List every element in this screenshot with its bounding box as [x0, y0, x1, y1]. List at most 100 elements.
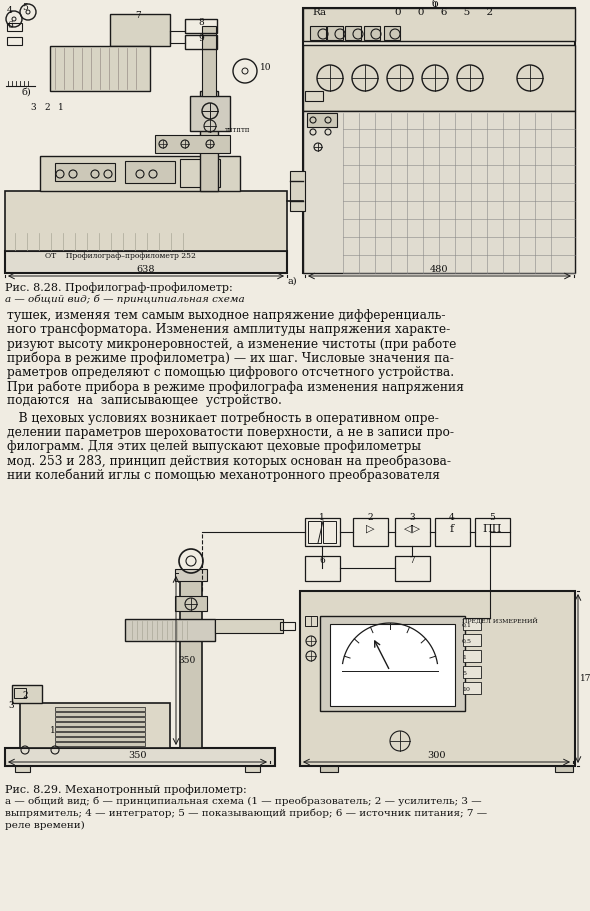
- Bar: [323, 521, 336, 543]
- Bar: [303, 111, 575, 273]
- Bar: [190, 96, 230, 131]
- Text: 1: 1: [50, 726, 55, 735]
- Text: В цеховых условиях возникает потребность в оперативном опре-: В цеховых условиях возникает потребность…: [7, 412, 439, 425]
- Text: 5: 5: [462, 671, 466, 676]
- Bar: [353, 518, 388, 546]
- Text: тптптп: тптптп: [225, 126, 251, 134]
- Text: тушек, изменяя тем самым выходное напряжение дифференциаль-: тушек, изменяя тем самым выходное напряж…: [7, 309, 445, 322]
- Text: 0,1: 0,1: [462, 623, 472, 628]
- Text: 9: 9: [198, 34, 204, 43]
- Bar: [330, 624, 455, 706]
- Bar: [320, 616, 465, 711]
- Bar: [310, 26, 326, 40]
- Bar: [125, 619, 215, 641]
- Text: 6: 6: [7, 21, 13, 30]
- Bar: [55, 163, 115, 181]
- Bar: [463, 634, 481, 646]
- Bar: [345, 26, 361, 40]
- Bar: [463, 666, 481, 678]
- Bar: [7, 37, 22, 45]
- Bar: [185, 19, 217, 33]
- Text: ▷: ▷: [366, 524, 374, 534]
- Bar: [308, 521, 321, 543]
- Bar: [475, 518, 510, 546]
- Text: 638: 638: [137, 265, 155, 274]
- Text: Рис. 8.28. Профилограф-профилометр:: Рис. 8.28. Профилограф-профилометр:: [5, 282, 232, 292]
- Bar: [555, 766, 573, 772]
- Text: 3: 3: [409, 513, 415, 522]
- Bar: [155, 135, 230, 153]
- Bar: [280, 622, 295, 630]
- Bar: [305, 556, 340, 581]
- Text: Рис. 8.29. Механотронный профилометр:: Рис. 8.29. Механотронный профилометр:: [5, 784, 247, 794]
- Bar: [175, 569, 207, 581]
- Bar: [50, 46, 150, 91]
- Bar: [5, 748, 275, 766]
- Bar: [303, 45, 575, 111]
- Text: 0     0     6     5     2: 0 0 6 5 2: [395, 8, 493, 17]
- Text: мод. 253 и 283, принцип действия которых основан на преобразова-: мод. 253 и 283, принцип действия которых…: [7, 454, 451, 467]
- Bar: [110, 14, 170, 46]
- Bar: [55, 732, 145, 736]
- Bar: [200, 91, 218, 191]
- Bar: [290, 171, 305, 211]
- Text: 7: 7: [135, 11, 141, 20]
- Text: ◁▷: ◁▷: [404, 524, 421, 534]
- Bar: [307, 113, 337, 127]
- Text: ного трансформатора. Изменения амплитуды напряжения характе-: ного трансформатора. Изменения амплитуды…: [7, 323, 450, 336]
- Bar: [215, 619, 283, 633]
- Text: 300: 300: [427, 751, 446, 760]
- Text: реле времени): реле времени): [5, 821, 85, 830]
- Bar: [320, 766, 338, 772]
- Bar: [384, 26, 400, 40]
- Text: филограмм. Для этих целей выпускают цеховые профилометры: филограмм. Для этих целей выпускают цехо…: [7, 440, 421, 453]
- Text: 1: 1: [462, 655, 466, 660]
- Text: 5: 5: [22, 3, 28, 12]
- Text: 0,5: 0,5: [462, 639, 472, 644]
- Bar: [5, 251, 287, 273]
- Text: 5: 5: [489, 513, 495, 522]
- Bar: [40, 156, 240, 191]
- Text: 350: 350: [128, 751, 147, 760]
- Text: 1: 1: [319, 513, 325, 522]
- Text: 10: 10: [260, 64, 271, 73]
- Bar: [55, 727, 145, 731]
- Text: а — общий вид; б — принципиальная схема: а — общий вид; б — принципиальная схема: [5, 294, 245, 303]
- Text: ΠΠ: ΠΠ: [482, 524, 502, 534]
- Bar: [305, 518, 340, 546]
- Bar: [55, 742, 145, 746]
- Bar: [125, 161, 175, 183]
- Text: 4: 4: [7, 6, 13, 15]
- Text: 3: 3: [30, 103, 35, 112]
- Bar: [180, 573, 202, 748]
- Bar: [395, 518, 430, 546]
- Text: 6: 6: [319, 556, 325, 565]
- Bar: [55, 737, 145, 741]
- Text: прибора в режиме профилометра) — их шаг. Числовые значения па-: прибора в режиме профилометра) — их шаг.…: [7, 352, 454, 365]
- Bar: [55, 722, 145, 726]
- Text: нии колебаний иглы с помощью механотронного преобразователя: нии колебаний иглы с помощью механотронн…: [7, 468, 440, 482]
- Bar: [5, 191, 287, 251]
- Bar: [305, 616, 317, 626]
- Text: а): а): [287, 277, 297, 286]
- Bar: [197, 136, 221, 151]
- Text: выпрямитель; 4 — интегратор; 5 — показывающий прибор; 6 — источник питания; 7 —: выпрямитель; 4 — интегратор; 5 — показыв…: [5, 809, 487, 818]
- Bar: [175, 596, 207, 611]
- Text: 2: 2: [22, 691, 28, 700]
- Text: 175: 175: [580, 674, 590, 683]
- Bar: [463, 650, 481, 662]
- Text: При работе прибора в режиме профилографа изменения напряжения: При работе прибора в режиме профилографа…: [7, 380, 464, 394]
- Text: 10: 10: [462, 687, 470, 692]
- Text: 2: 2: [367, 513, 373, 522]
- Bar: [303, 8, 575, 273]
- Bar: [55, 712, 145, 716]
- Bar: [14, 688, 26, 698]
- Text: подаются  на  записывающее  устройство.: подаются на записывающее устройство.: [7, 394, 282, 407]
- Text: ризуют высоту микронеровностей, а изменение чистоты (при работе: ризуют высоту микронеровностей, а измене…: [7, 337, 457, 351]
- Bar: [55, 707, 145, 711]
- Text: Ra: Ra: [312, 8, 326, 17]
- Text: 7: 7: [409, 556, 415, 565]
- Bar: [300, 591, 575, 766]
- Text: 1: 1: [58, 103, 64, 112]
- Bar: [180, 159, 220, 187]
